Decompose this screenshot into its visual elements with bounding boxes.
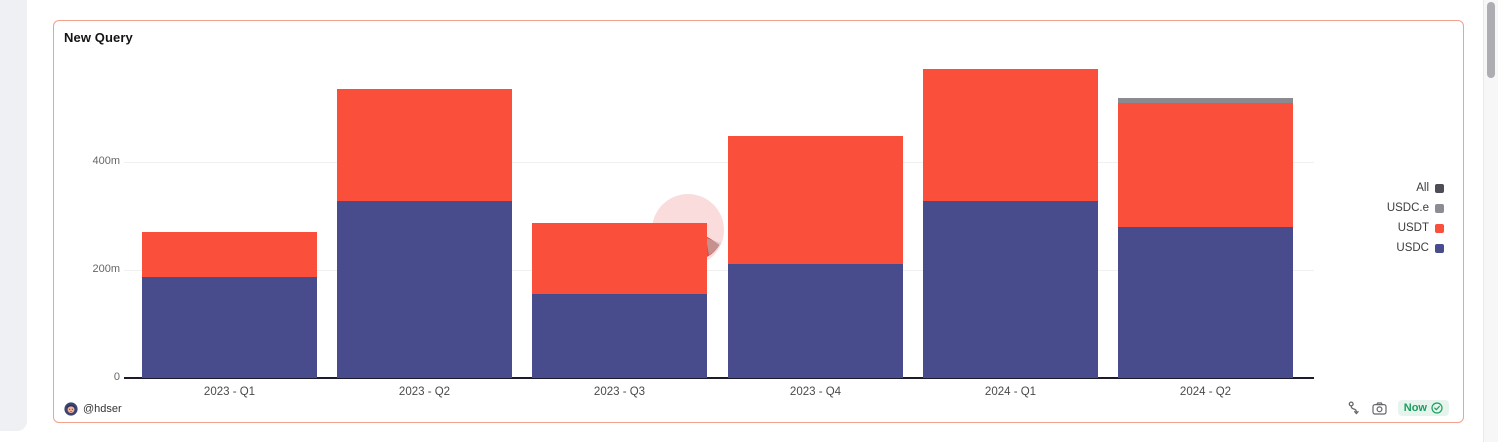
y-axis-tick-label: 0: [113, 371, 120, 383]
grid-line: [124, 162, 1314, 163]
chart-legend: All USDC.e USDT USDC: [1387, 178, 1444, 258]
legend-swatch: [1435, 243, 1444, 253]
x-axis-category-label: 2023 - Q3: [593, 386, 646, 398]
author-avatar[interactable]: [64, 402, 78, 416]
bar-segment-usdc[interactable]: [728, 263, 903, 378]
bar-segment-usdc[interactable]: [337, 201, 512, 378]
bar-segment-usdc[interactable]: [1118, 227, 1293, 378]
x-axis-category-label: 2024 - Q1: [984, 386, 1037, 398]
bar-segment-usdt[interactable]: [337, 89, 512, 202]
legend-label: USDC: [1396, 242, 1429, 254]
bar-segment-usdc[interactable]: [923, 200, 1098, 378]
x-axis-category-label: 2023 - Q2: [398, 386, 451, 398]
legend-swatch: [1435, 203, 1444, 213]
legend-item-all[interactable]: All: [1387, 178, 1444, 198]
legend-label: All: [1416, 182, 1429, 194]
legend-swatch: [1435, 223, 1444, 233]
grid-line: [124, 270, 1314, 271]
y-axis-tick-label: 200m: [92, 263, 120, 275]
scrollbar-track[interactable]: [1483, 0, 1498, 442]
bar-segment-usdt[interactable]: [728, 135, 903, 264]
bar-segment-usdc[interactable]: [532, 294, 707, 378]
scrollbar-thumb[interactable]: [1487, 2, 1495, 78]
bar-segment-usdt[interactable]: [923, 69, 1098, 201]
x-axis-line: [124, 377, 1314, 379]
x-axis-category-label: 2023 - Q1: [203, 386, 256, 398]
bar-segment-usdt[interactable]: [1118, 103, 1293, 228]
bar-segment-usdce[interactable]: [1118, 97, 1293, 104]
bar-segment-usdt[interactable]: [142, 231, 317, 278]
bar-segment-usdc[interactable]: [142, 277, 317, 378]
legend-item-usdt[interactable]: USDT: [1387, 218, 1444, 238]
fork-icon[interactable]: [1346, 400, 1362, 416]
x-axis-category-label: 2024 - Q2: [1179, 386, 1232, 398]
y-axis-tick-label: 400m: [92, 155, 120, 167]
camera-icon[interactable]: [1372, 400, 1388, 416]
refresh-status-badge[interactable]: Now: [1397, 400, 1449, 416]
query-title: New Query: [64, 30, 133, 45]
now-label: Now: [1403, 402, 1427, 414]
legend-item-usdc[interactable]: USDC: [1387, 238, 1444, 258]
legend-swatch: [1435, 183, 1444, 193]
footer-actions: Now: [1346, 400, 1449, 416]
bar-segment-usdt[interactable]: [532, 223, 707, 295]
legend-label: USDC.e: [1386, 202, 1429, 214]
check-circle-icon: [1431, 402, 1443, 414]
left-sidebar-strip: [0, 0, 27, 431]
legend-item-usdce[interactable]: USDC.e: [1387, 198, 1444, 218]
author-handle[interactable]: @hdser: [83, 403, 122, 415]
legend-label: USDT: [1397, 222, 1429, 234]
x-axis-category-label: 2023 - Q4: [789, 386, 842, 398]
author-row: @hdser: [64, 402, 122, 416]
